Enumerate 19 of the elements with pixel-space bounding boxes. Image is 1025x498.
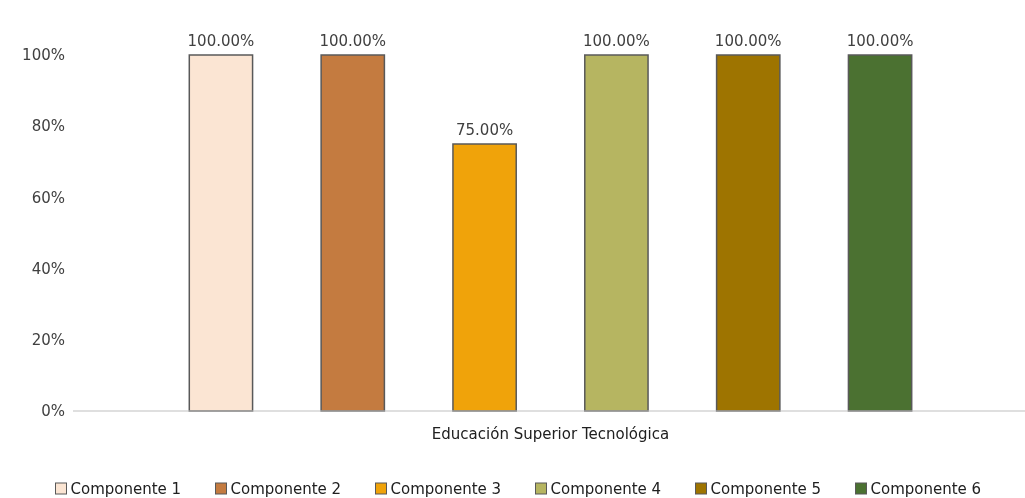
legend-label: Componente 5 (710, 480, 822, 498)
data-label: 100.00% (846, 32, 914, 50)
y-tick-label: 80% (31, 117, 65, 136)
legend-label: Componente 6 (870, 480, 982, 498)
legend-label: Componente 3 (390, 480, 502, 498)
data-label: 75.00% (455, 121, 514, 139)
x-tick-label: Educación Superior Tecnológica (431, 425, 670, 443)
legend-label: Componente 4 (550, 480, 662, 498)
y-tick-label: 0% (41, 402, 65, 421)
data-label: 100.00% (583, 32, 650, 50)
y-tick-label: 60% (31, 188, 65, 207)
y-tick-label: 20% (31, 331, 65, 350)
data-label: 100.00% (714, 32, 782, 50)
legend-label: Componente 1 (70, 480, 182, 498)
y-tick-label: 100% (22, 46, 65, 65)
legend-label: Componente 2 (230, 480, 342, 498)
data-label: 100.00% (187, 32, 255, 50)
data-label: 100.00% (319, 32, 387, 50)
y-tick-label: 40% (31, 259, 65, 278)
